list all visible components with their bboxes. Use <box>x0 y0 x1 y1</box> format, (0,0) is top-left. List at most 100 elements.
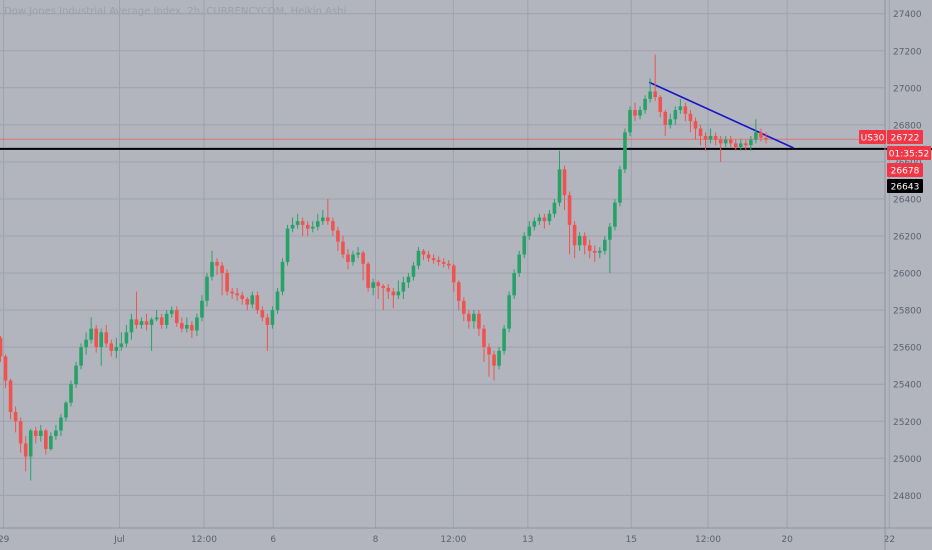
candle[interactable] <box>179 317 184 333</box>
candle[interactable] <box>245 297 250 311</box>
candle[interactable] <box>738 139 743 151</box>
candle[interactable] <box>512 269 516 299</box>
candle[interactable] <box>618 165 622 207</box>
candle[interactable] <box>527 221 532 240</box>
candle[interactable] <box>542 213 547 229</box>
candle[interactable] <box>441 258 446 268</box>
candle[interactable] <box>240 291 245 305</box>
candle[interactable] <box>331 217 335 236</box>
candle[interactable] <box>321 210 325 225</box>
candle[interactable] <box>164 310 169 329</box>
candle[interactable] <box>13 406 18 433</box>
candle[interactable] <box>54 424 58 440</box>
candle[interactable] <box>643 95 647 114</box>
candle[interactable] <box>305 221 310 236</box>
candle[interactable] <box>658 95 663 118</box>
candle[interactable] <box>603 236 607 255</box>
candle[interactable] <box>290 217 295 233</box>
candle[interactable] <box>703 132 708 151</box>
candle[interactable] <box>451 263 456 292</box>
candle[interactable] <box>456 280 461 311</box>
candle[interactable] <box>477 310 481 337</box>
candle[interactable] <box>582 232 587 255</box>
trendline[interactable] <box>648 81 795 149</box>
candle[interactable] <box>683 102 688 122</box>
candle[interactable] <box>124 324 129 348</box>
candle[interactable] <box>517 250 522 277</box>
candle[interactable] <box>59 413 63 437</box>
candle[interactable] <box>628 106 632 136</box>
candle[interactable] <box>265 313 270 351</box>
candle[interactable] <box>693 117 698 140</box>
candle[interactable] <box>210 250 214 281</box>
candle[interactable] <box>260 306 265 322</box>
candle[interactable] <box>416 247 421 270</box>
candle[interactable] <box>99 328 104 366</box>
candle[interactable] <box>351 250 355 266</box>
candle[interactable] <box>174 306 179 327</box>
candle[interactable] <box>0 336 3 362</box>
candle[interactable] <box>426 250 431 262</box>
candle[interactable] <box>638 106 642 120</box>
candle[interactable] <box>74 361 78 388</box>
candle[interactable] <box>663 110 668 136</box>
candle[interactable] <box>597 247 602 259</box>
candle[interactable] <box>718 135 723 162</box>
candle[interactable] <box>8 378 13 420</box>
candle[interactable] <box>300 217 305 236</box>
candle[interactable] <box>421 248 426 261</box>
candle[interactable] <box>522 232 527 259</box>
candle[interactable] <box>371 278 375 296</box>
candle[interactable] <box>119 332 124 351</box>
candle[interactable] <box>28 428 33 481</box>
candle[interactable] <box>552 198 557 218</box>
candle[interactable] <box>195 313 199 337</box>
candle[interactable] <box>764 132 768 144</box>
candle[interactable] <box>436 256 441 266</box>
candle[interactable] <box>678 98 683 114</box>
candle[interactable] <box>668 113 673 129</box>
candle[interactable] <box>270 306 275 329</box>
candle[interactable] <box>64 400 68 422</box>
candle[interactable] <box>547 210 552 225</box>
candle[interactable] <box>250 291 255 309</box>
candle[interactable] <box>502 324 506 355</box>
candle[interactable] <box>134 291 139 329</box>
candle[interactable] <box>623 128 627 174</box>
candle[interactable] <box>144 313 149 331</box>
candle[interactable] <box>225 269 229 296</box>
candle[interactable] <box>295 213 300 229</box>
candle[interactable] <box>462 297 466 322</box>
candle[interactable] <box>567 191 572 255</box>
candle[interactable] <box>23 436 28 472</box>
candle[interactable] <box>285 224 290 266</box>
candle[interactable] <box>613 198 617 231</box>
candle[interactable] <box>608 223 612 274</box>
candle[interactable] <box>708 128 713 144</box>
candle[interactable] <box>205 273 209 307</box>
candle[interactable] <box>411 261 416 281</box>
candle[interactable] <box>401 276 406 299</box>
candle[interactable] <box>698 124 703 146</box>
candle[interactable] <box>532 217 537 231</box>
candle[interactable] <box>587 239 592 259</box>
candle[interactable] <box>406 273 411 288</box>
candle[interactable] <box>673 106 678 125</box>
candle[interactable] <box>84 332 88 355</box>
candle[interactable] <box>336 226 340 251</box>
candle[interactable] <box>749 135 753 151</box>
candle[interactable] <box>185 317 189 333</box>
candle[interactable] <box>487 343 491 377</box>
candle[interactable] <box>744 139 748 151</box>
candle[interactable] <box>572 221 577 259</box>
candle[interactable] <box>482 324 486 362</box>
candle[interactable] <box>492 350 496 381</box>
candle[interactable] <box>44 428 48 455</box>
candle[interactable] <box>38 424 43 442</box>
candle[interactable] <box>361 250 365 281</box>
candle[interactable] <box>275 287 280 314</box>
candle[interactable] <box>129 313 134 340</box>
candle[interactable] <box>381 284 386 311</box>
candle[interactable] <box>159 313 164 329</box>
